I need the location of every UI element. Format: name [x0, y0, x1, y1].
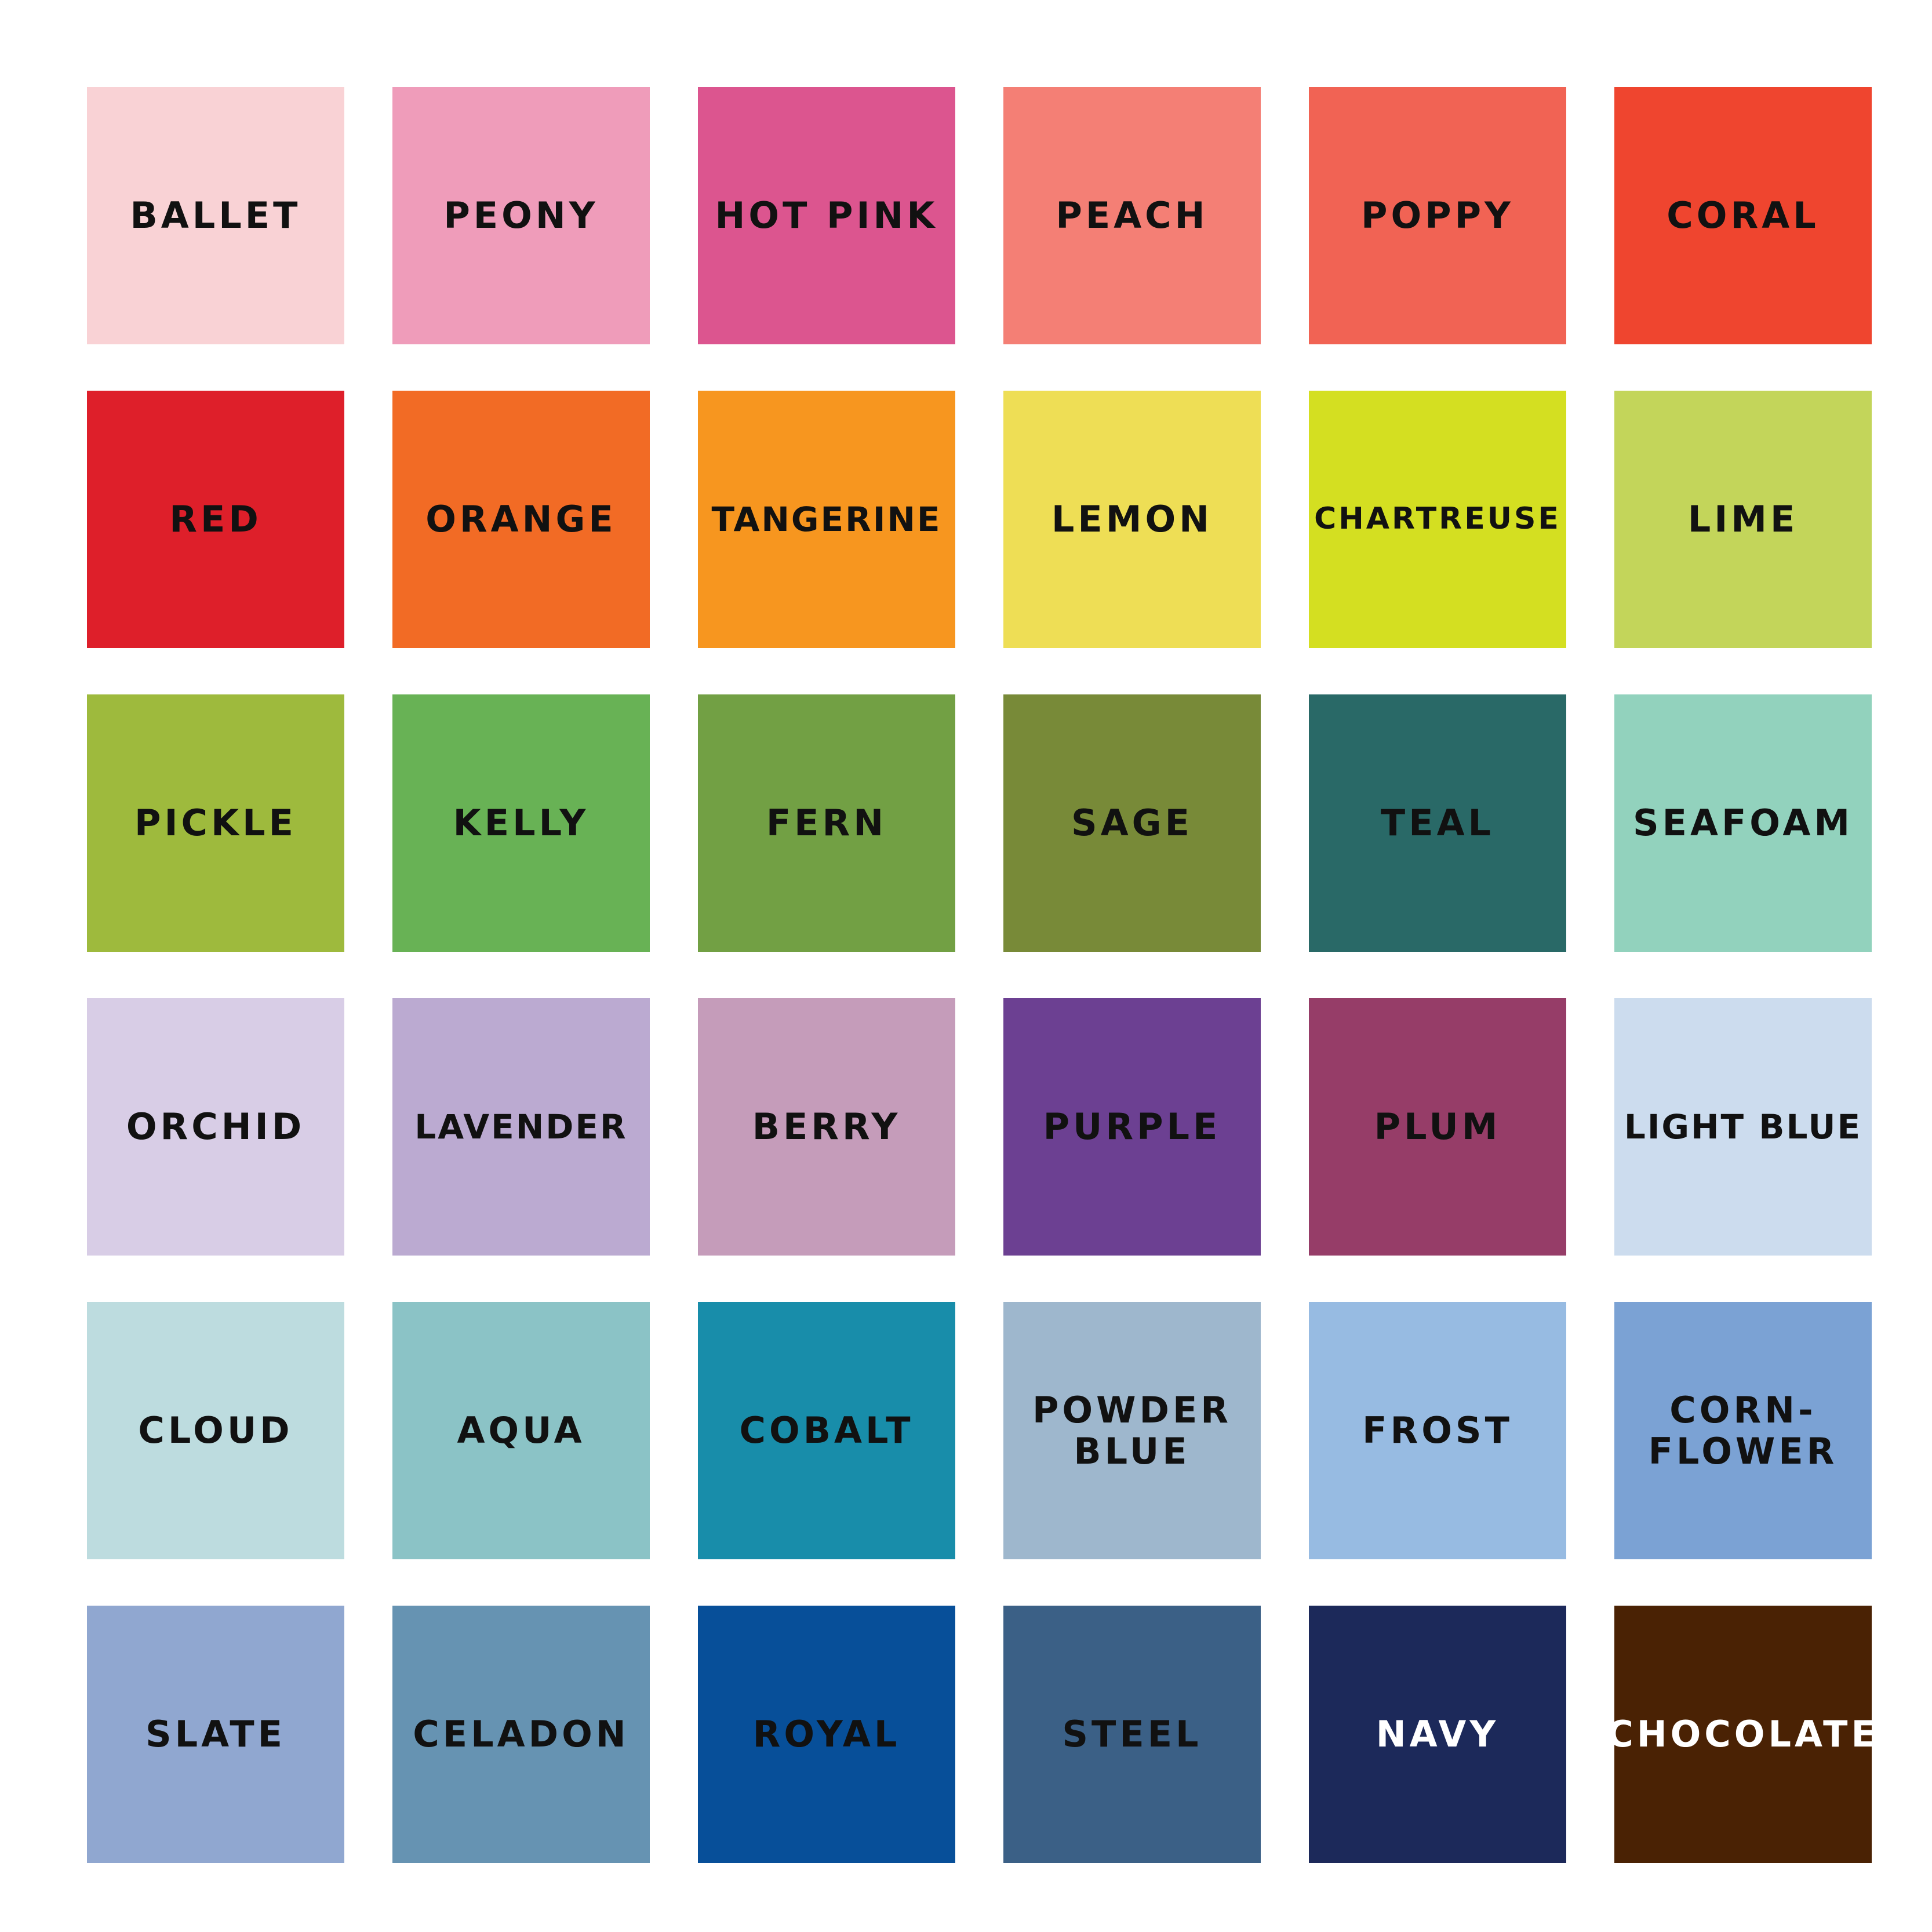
swatch-label: CHOCOLATE [1607, 1713, 1879, 1756]
color-swatch-chocolate: CHOCOLATE [1607, 1606, 1876, 1863]
swatch-label: PEACH [1056, 194, 1209, 237]
color-swatch-cloud: CLOUD [87, 1302, 344, 1559]
swatch-label: RED [169, 498, 262, 541]
swatch-label: CORAL [1667, 194, 1820, 237]
swatch-label: PLUM [1374, 1105, 1501, 1148]
color-swatch-royal: ROYAL [698, 1606, 955, 1863]
color-swatch-light-blue: LIGHT BLUE [1614, 998, 1872, 1256]
swatch-label: SEAFOAM [1632, 802, 1854, 845]
color-swatch-peach: PEACH [1003, 87, 1261, 344]
swatch-label: CLOUD [138, 1409, 293, 1452]
swatch-label: HOT PINK [715, 194, 938, 237]
color-swatch-peony: PEONY [392, 87, 650, 344]
color-swatch-lemon: LEMON [1003, 391, 1261, 648]
color-swatch-seafoam: SEAFOAM [1614, 694, 1872, 952]
swatch-label: SAGE [1071, 802, 1193, 845]
swatch-label: LEMON [1051, 498, 1213, 541]
swatch-label: CORN- FLOWER [1648, 1388, 1838, 1472]
color-swatch-lavender: LAVENDER [392, 998, 650, 1256]
swatch-label: ROYAL [752, 1713, 901, 1756]
swatch-label: LAVENDER [414, 1107, 628, 1147]
color-swatch-poppy: POPPY [1309, 87, 1566, 344]
swatch-label: TEAL [1380, 802, 1495, 845]
swatch-label: LIME [1687, 498, 1799, 541]
color-swatch-grid: BALLET PEONY HOT PINK PEACH POPPY CORAL RED ORA… [87, 87, 1876, 1863]
color-swatch-ballet: BALLET [87, 87, 344, 344]
swatch-label: BALLET [130, 194, 301, 237]
swatch-label: CELADON [413, 1713, 630, 1756]
swatch-label: FERN [766, 802, 887, 845]
color-swatch-steel: STEEL [1003, 1606, 1261, 1863]
swatch-label: PICKLE [134, 802, 297, 845]
color-swatch-berry: BERRY [698, 998, 955, 1256]
color-swatch-hot-pink: HOT PINK [698, 87, 955, 344]
color-swatch-fern: FERN [698, 694, 955, 952]
color-swatch-pickle: PICKLE [87, 694, 344, 952]
swatch-label: PEONY [443, 194, 599, 237]
color-swatch-orange: ORANGE [392, 391, 650, 648]
swatch-label: ORANGE [425, 498, 617, 541]
color-swatch-lime: LIME [1614, 391, 1872, 648]
color-swatch-celadon: CELADON [392, 1606, 650, 1863]
swatch-label: ORCHID [126, 1105, 305, 1148]
color-swatch-corn-flower: CORN- FLOWER [1614, 1302, 1872, 1559]
color-swatch-sage: SAGE [1003, 694, 1261, 952]
color-swatch-teal: TEAL [1309, 694, 1566, 952]
swatch-label: FROST [1362, 1409, 1513, 1452]
swatch-label: BERRY [752, 1105, 901, 1148]
color-swatch-frost: FROST [1309, 1302, 1566, 1559]
swatch-label: POWDER BLUE [1032, 1388, 1232, 1472]
color-swatch-plum: PLUM [1309, 998, 1566, 1256]
color-swatch-tangerine: TANGERINE [698, 391, 955, 648]
swatch-label: COBALT [739, 1409, 914, 1452]
swatch-label: CHARTREUSE [1314, 501, 1561, 537]
color-swatch-purple: PURPLE [1003, 998, 1261, 1256]
swatch-label: STEEL [1062, 1713, 1202, 1756]
color-swatch-slate: SLATE [87, 1606, 344, 1863]
color-swatch-navy: NAVY [1309, 1606, 1566, 1863]
swatch-label: SLATE [145, 1713, 286, 1756]
color-swatch-orchid: ORCHID [87, 998, 344, 1256]
color-swatch-chartreuse: CHARTREUSE [1309, 391, 1566, 648]
swatch-label: LIGHT BLUE [1624, 1107, 1862, 1147]
color-swatch-red: RED [87, 391, 344, 648]
swatch-label: POPPY [1361, 194, 1514, 237]
swatch-label: NAVY [1376, 1713, 1500, 1756]
swatch-label: TANGERINE [711, 499, 942, 539]
swatch-label: KELLY [453, 802, 590, 845]
color-swatch-coral: CORAL [1614, 87, 1872, 344]
swatch-label: PURPLE [1043, 1105, 1221, 1148]
color-swatch-kelly: KELLY [392, 694, 650, 952]
swatch-label: AQUA [457, 1409, 585, 1452]
color-swatch-cobalt: COBALT [698, 1302, 955, 1559]
color-swatch-aqua: AQUA [392, 1302, 650, 1559]
color-swatch-powder-blue: POWDER BLUE [1003, 1302, 1261, 1559]
